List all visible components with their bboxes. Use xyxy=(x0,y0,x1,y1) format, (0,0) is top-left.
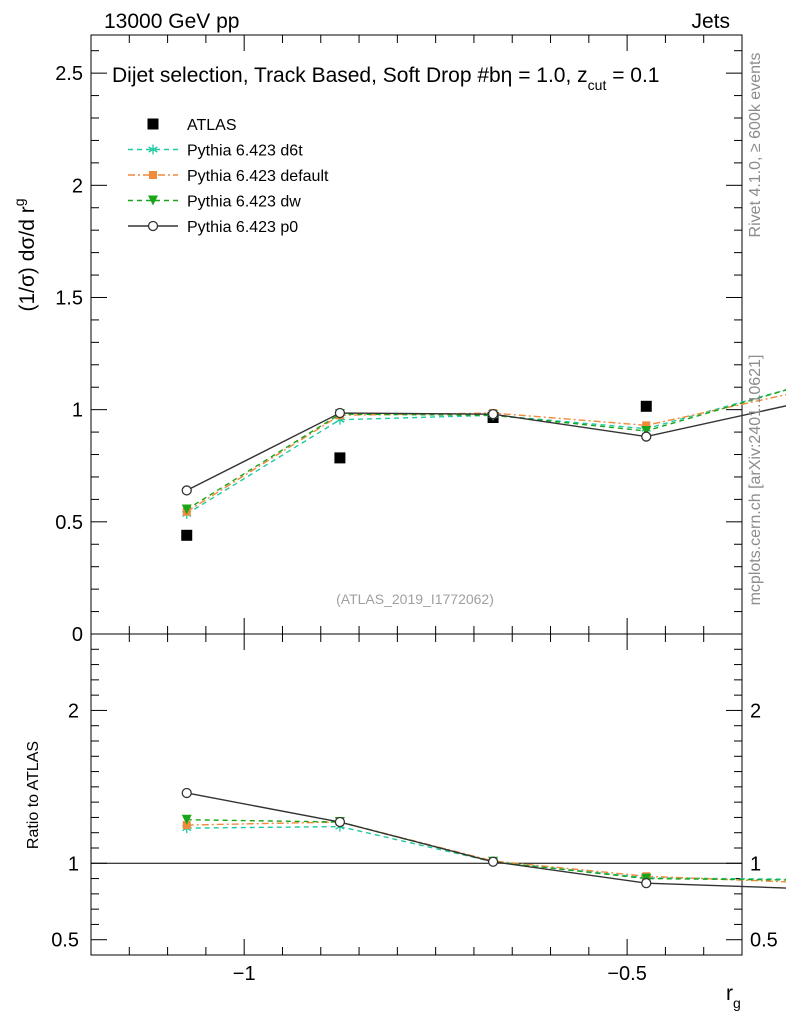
marker-pythia-6-423-default xyxy=(149,171,157,179)
marker-atlas xyxy=(181,529,193,541)
ratio-y-tick-label-right: 1 xyxy=(750,853,761,875)
chart-title-main: Dijet selection, Track Based, Soft Drop … xyxy=(112,64,588,87)
ratio-y-tick-label-right: 2 xyxy=(750,700,761,722)
marker-atlas xyxy=(147,118,159,130)
marker-pythia-6-423-p0 xyxy=(487,408,499,420)
marker-pythia-6-423-dw xyxy=(181,504,192,515)
ratio-y-tick-label: 1 xyxy=(68,853,79,875)
marker-pythia-6-423-dw xyxy=(181,814,192,825)
ratio-line-pythia-6-423-d6t xyxy=(186,825,786,880)
chart-title-sub: cut xyxy=(588,77,607,93)
marker-pythia-6-423-p0 xyxy=(334,407,346,419)
category-label: Jets xyxy=(691,10,730,33)
legend-label-pythia-6-423-p0: Pythia 6.423 p0 xyxy=(187,219,298,236)
marker-pythia-6-423-p0 xyxy=(334,816,346,828)
marker-atlas xyxy=(640,400,652,412)
y-tick-label: 0.5 xyxy=(55,512,83,534)
marker-pythia-6-423-p0 xyxy=(641,878,652,889)
x-axis-label-sub: g xyxy=(733,995,741,1011)
y-tick-label: 1 xyxy=(72,400,83,422)
marker-pythia-6-423-dw xyxy=(641,425,652,436)
y-tick-label: 2.5 xyxy=(55,63,83,85)
series-line-pythia-6-423-dw xyxy=(186,389,786,511)
x-tick-label: −0.5 xyxy=(607,963,646,985)
y-axis-label-sub: g xyxy=(11,198,27,206)
marker-pythia-6-423-dw xyxy=(148,195,158,206)
x-axis-label: rg xyxy=(726,982,741,1011)
legend-label-pythia-6-423-d6t: Pythia 6.423 d6t xyxy=(187,143,303,160)
legend-label-pythia-6-423-default: Pythia 6.423 default xyxy=(187,168,329,185)
legend-label-atlas: ATLAS xyxy=(187,117,237,134)
ratio-y-tick-label: 0.5 xyxy=(51,930,79,952)
marker-pythia-6-423-default xyxy=(182,821,191,830)
chart-title-tail: = 0.1 xyxy=(606,64,659,87)
series-line-pythia-6-423-d6t xyxy=(186,389,786,515)
ratio-y-axis-label: Ratio to ATLAS xyxy=(25,741,42,849)
y-tick-label: 2 xyxy=(72,175,83,197)
series-line-pythia-6-423-default xyxy=(186,393,786,513)
marker-pythia-6-423-p0 xyxy=(181,787,192,799)
mcplots-label: mcplots.cern.ch [arXiv:2401.10621] xyxy=(747,355,764,606)
energy-label: 13000 GeV pp xyxy=(104,10,239,33)
marker-pythia-6-423-d6t xyxy=(148,144,158,155)
ratio-y-tick-label-right: 0.5 xyxy=(750,930,778,952)
marker-pythia-6-423-p0 xyxy=(147,220,159,232)
x-tick-label: −1 xyxy=(233,963,256,985)
watermark-label: (ATLAS_2019_I1772062) xyxy=(336,591,494,607)
x-axis-label-main: r xyxy=(726,982,733,1005)
rivet-label: Rivet 4.1.0, ≥ 600k events xyxy=(747,53,764,238)
series-line-pythia-6-423-p0 xyxy=(186,405,786,492)
ratio-line-pythia-6-423-p0 xyxy=(186,792,786,889)
y-tick-label: 1.5 xyxy=(55,287,83,309)
marker-pythia-6-423-p0 xyxy=(641,431,652,442)
y-axis-label-main: (1/σ) dσ/d r xyxy=(16,206,39,311)
marker-pythia-6-423-p0 xyxy=(181,485,192,496)
marker-stroke xyxy=(148,146,158,153)
chart-title: Dijet selection, Track Based, Soft Drop … xyxy=(112,64,660,93)
marker-atlas xyxy=(334,452,346,464)
legend-label-pythia-6-423-dw: Pythia 6.423 dw xyxy=(187,194,301,211)
marker-pythia-6-423-p0 xyxy=(487,856,499,867)
marker-pythia-6-423-default xyxy=(642,421,651,430)
ratio-plot-frame xyxy=(90,633,743,956)
ratio-line-pythia-6-423-default xyxy=(186,821,786,883)
ratio-y-tick-label: 2 xyxy=(68,700,79,722)
y-tick-label: 0 xyxy=(72,624,83,646)
y-axis-label: (1/σ) dσ/d rg xyxy=(11,198,39,311)
ratio-line-pythia-6-423-dw xyxy=(186,819,786,881)
